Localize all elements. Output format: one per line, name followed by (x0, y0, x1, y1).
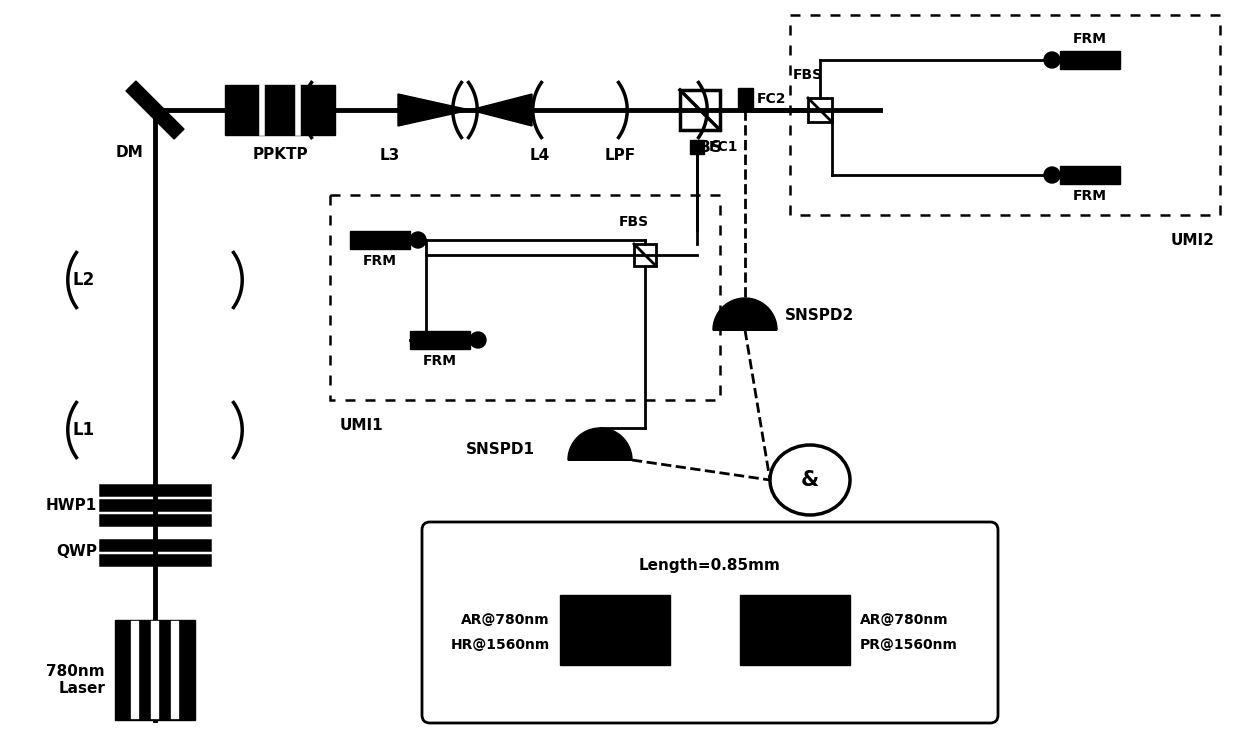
Circle shape (1044, 167, 1060, 183)
Text: L3: L3 (379, 148, 401, 163)
Text: QWP: QWP (56, 544, 97, 560)
FancyBboxPatch shape (422, 522, 998, 723)
Polygon shape (470, 94, 532, 126)
Text: PR@1560nm: PR@1560nm (861, 638, 957, 652)
Bar (808, 98, 832, 122)
Bar (740, 595, 849, 665)
Text: FC1: FC1 (709, 140, 739, 154)
Text: PPKTP: PPKTP (252, 147, 308, 162)
Text: L1: L1 (73, 421, 95, 439)
Bar (115, 620, 195, 720)
Text: DM: DM (115, 145, 143, 160)
Circle shape (470, 332, 486, 348)
Text: PBS: PBS (688, 140, 722, 155)
Circle shape (1044, 52, 1060, 68)
Bar (224, 85, 335, 135)
Bar (1060, 166, 1120, 184)
Text: FRM: FRM (363, 254, 397, 268)
Text: HR@1560nm: HR@1560nm (451, 638, 551, 652)
Text: UMI2: UMI2 (1171, 233, 1215, 248)
Polygon shape (126, 81, 184, 139)
Circle shape (410, 232, 427, 248)
Text: FRM: FRM (423, 354, 458, 368)
Text: FC2: FC2 (756, 92, 786, 106)
Text: FRM: FRM (1073, 189, 1107, 203)
Polygon shape (398, 94, 470, 126)
Polygon shape (568, 428, 632, 460)
Bar (634, 244, 656, 266)
Bar (1060, 51, 1120, 69)
Text: HWP1: HWP1 (46, 497, 97, 512)
Text: L4: L4 (529, 148, 551, 163)
Bar (680, 90, 720, 130)
Text: AR@780nm: AR@780nm (861, 613, 949, 627)
Text: AR@780nm: AR@780nm (461, 613, 551, 627)
Text: UMI1: UMI1 (340, 418, 383, 433)
Text: FBS: FBS (792, 68, 823, 82)
Bar (790, 15, 1220, 215)
Bar (689, 140, 704, 154)
Text: Length=0.85mm: Length=0.85mm (639, 558, 781, 573)
Bar (410, 331, 470, 349)
Bar (330, 195, 720, 400)
Bar (560, 595, 670, 665)
Bar (350, 231, 410, 249)
Text: FBS: FBS (619, 215, 649, 229)
Text: 780nm
Laser: 780nm Laser (46, 664, 105, 696)
Bar (738, 88, 753, 110)
Text: &: & (801, 470, 820, 490)
Text: FRM: FRM (1073, 32, 1107, 46)
Text: L2: L2 (73, 271, 95, 289)
Text: LPF: LPF (604, 148, 636, 163)
Polygon shape (713, 298, 777, 330)
Text: SNSPD1: SNSPD1 (466, 442, 534, 458)
Text: SNSPD2: SNSPD2 (785, 308, 854, 322)
